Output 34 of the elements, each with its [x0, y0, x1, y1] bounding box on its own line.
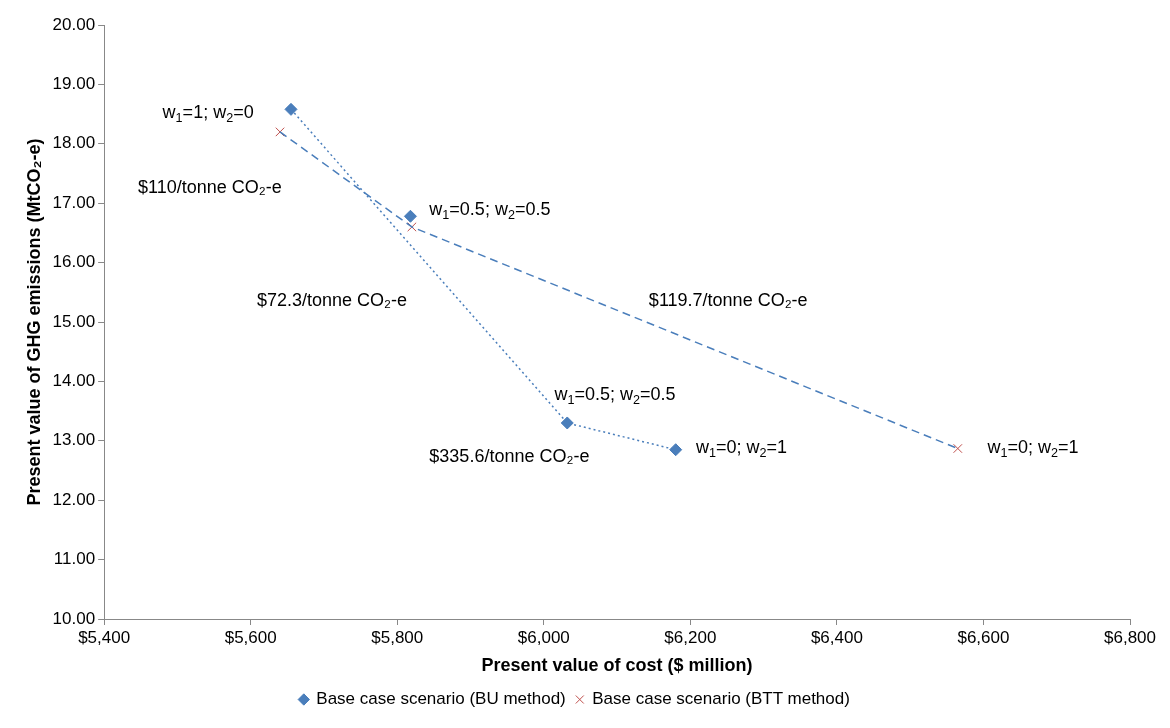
legend-label: Base case scenario (BTT method) — [592, 689, 850, 709]
y-tick-label: 17.00 — [52, 192, 96, 212]
y-axis-title: Present value of GHG emissions (MtCO₂-e) — [23, 138, 44, 506]
y-tick-label: 10.00 — [52, 608, 96, 628]
point — [560, 416, 574, 430]
y-tick-label: 14.00 — [52, 371, 96, 391]
y-tick-label: 11.00 — [53, 549, 96, 569]
x-tick-label: $6,800 — [1104, 627, 1156, 647]
annotation: $335.6/tonne CO₂-e — [429, 445, 590, 466]
y-tick-label: 20.00 — [52, 14, 96, 34]
y-tick-label: 19.00 — [52, 74, 96, 94]
y-tick-label: 15.00 — [52, 311, 96, 331]
annotation: $110/tonne CO₂-e — [137, 177, 282, 198]
annotation: $72.3/tonne CO₂-e — [256, 290, 408, 311]
x-tick-label: $6,600 — [957, 627, 1010, 647]
point — [403, 209, 417, 223]
x-tick-label: $6,200 — [664, 627, 717, 647]
legend-label: Base case scenario (BU method) — [316, 689, 566, 709]
point — [953, 443, 963, 454]
x-tick-label: $6,000 — [517, 627, 570, 647]
y-tick-label: 18.00 — [52, 133, 96, 153]
point — [275, 127, 285, 137]
point — [407, 222, 417, 232]
x-tick-label: $5,600 — [224, 627, 277, 647]
x-tick-label: $5,400 — [78, 627, 131, 647]
x-tick-label: $5,800 — [371, 627, 424, 647]
annotation: $119.7/tonne CO₂-e — [648, 290, 808, 311]
x-tick-label: $6,400 — [810, 627, 863, 647]
x-axis-title: Present value of cost ($ million) — [481, 655, 753, 676]
y-tick-label: 12.00 — [52, 489, 96, 509]
y-tick-label: 16.00 — [52, 252, 96, 272]
point — [284, 102, 298, 116]
point — [669, 443, 683, 457]
y-tick-label: 13.00 — [52, 430, 96, 450]
